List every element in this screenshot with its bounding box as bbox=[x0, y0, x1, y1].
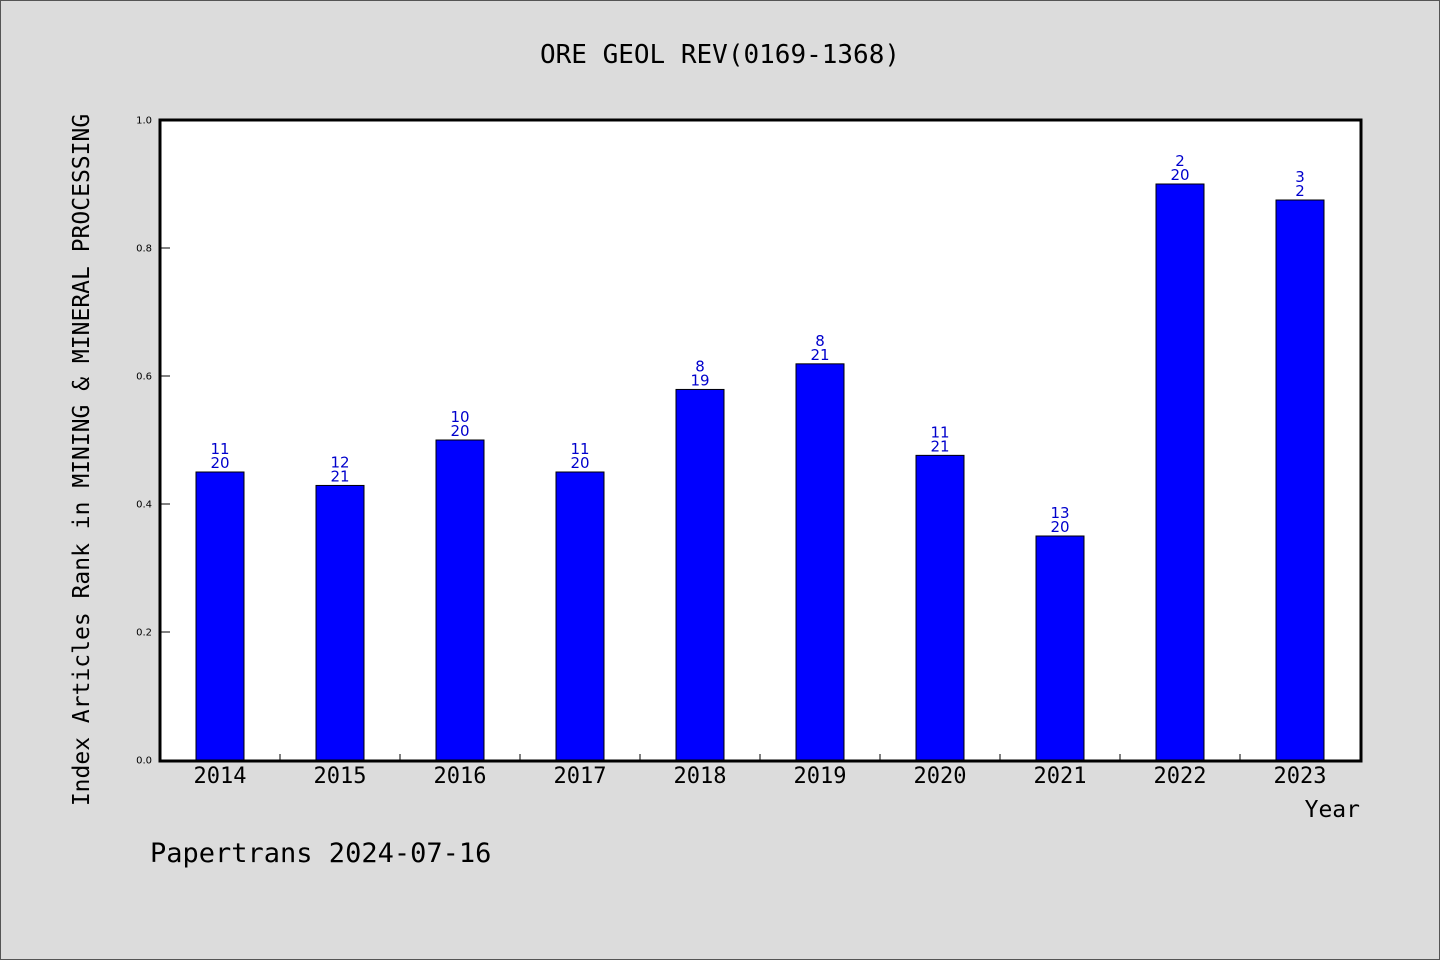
bar-rank-label: 8 bbox=[815, 332, 825, 350]
bar-total-label: 20 bbox=[210, 454, 229, 472]
bar-rank-label: 3 bbox=[1295, 168, 1305, 186]
y-tick-label: 0.0 bbox=[136, 756, 152, 767]
bar-total-label: 20 bbox=[1170, 166, 1189, 184]
bar-total-label: 20 bbox=[1050, 518, 1069, 536]
x-tick-label: 2016 bbox=[434, 764, 487, 789]
y-tick-label: 0.8 bbox=[136, 244, 152, 255]
bar-2020 bbox=[915, 454, 965, 761]
y-tick-label: 0.2 bbox=[136, 628, 152, 639]
x-tick-label: 2022 bbox=[1154, 764, 1207, 789]
y-tick-label: 0.6 bbox=[136, 372, 152, 383]
footer-credit: Papertrans 2024-07-16 bbox=[150, 838, 491, 869]
x-tick-label: 2023 bbox=[1274, 764, 1327, 789]
x-tick-label: 2018 bbox=[674, 764, 727, 789]
x-tick-label: 2021 bbox=[1034, 764, 1087, 789]
bar-2023 bbox=[1275, 199, 1325, 761]
chart-title: ORE GEOL REV(0169-1368) bbox=[540, 40, 900, 70]
bar-rank-label: 11 bbox=[930, 423, 949, 441]
bar-2015 bbox=[315, 484, 365, 761]
bar-2021 bbox=[1035, 535, 1085, 761]
bar-rank-label: 12 bbox=[330, 453, 349, 471]
bar-rank-label: 11 bbox=[570, 440, 589, 458]
bar-total-label: 2 bbox=[1295, 182, 1305, 200]
y-axis-label: Index Articles Rank in MINING & MINERAL … bbox=[69, 114, 95, 806]
x-axis-label: Year bbox=[1305, 797, 1360, 823]
x-axis-ticks: 2014 2015 2016 2017 2018 2019 2020 2021 2022 2023 bbox=[194, 754, 1327, 789]
x-tick-label: 2015 bbox=[314, 764, 367, 789]
bar-total-label: 20 bbox=[450, 422, 469, 440]
bar-rank-label: 11 bbox=[210, 440, 229, 458]
bar-total-label: 20 bbox=[570, 454, 589, 472]
bar-rank-label: 10 bbox=[450, 408, 469, 426]
x-tick-label: 2017 bbox=[554, 764, 607, 789]
bar-2022 bbox=[1155, 183, 1205, 761]
bar-2019 bbox=[795, 363, 845, 761]
bar-total-label: 21 bbox=[810, 346, 829, 364]
bar-total-label: 21 bbox=[330, 467, 349, 485]
y-tick-label: 0.4 bbox=[136, 500, 152, 511]
bar-rank-label: 8 bbox=[695, 357, 705, 375]
y-tick-label: 1.0 bbox=[136, 116, 152, 127]
bar-2018 bbox=[675, 388, 725, 761]
bar-rank-label: 13 bbox=[1050, 504, 1069, 522]
bar-2016 bbox=[435, 439, 485, 761]
bar-rank-label: 2 bbox=[1175, 152, 1185, 170]
bar-2017 bbox=[555, 471, 605, 761]
bar-2014 bbox=[195, 471, 245, 761]
x-tick-label: 2020 bbox=[914, 764, 967, 789]
y-axis-ticks: 0.0 0.2 0.4 0.6 0.8 1.0 bbox=[136, 116, 170, 767]
bar-total-label: 21 bbox=[930, 437, 949, 455]
bar-total-label: 19 bbox=[690, 371, 709, 389]
x-tick-label: 2014 bbox=[194, 764, 247, 789]
x-tick-label: 2019 bbox=[794, 764, 847, 789]
